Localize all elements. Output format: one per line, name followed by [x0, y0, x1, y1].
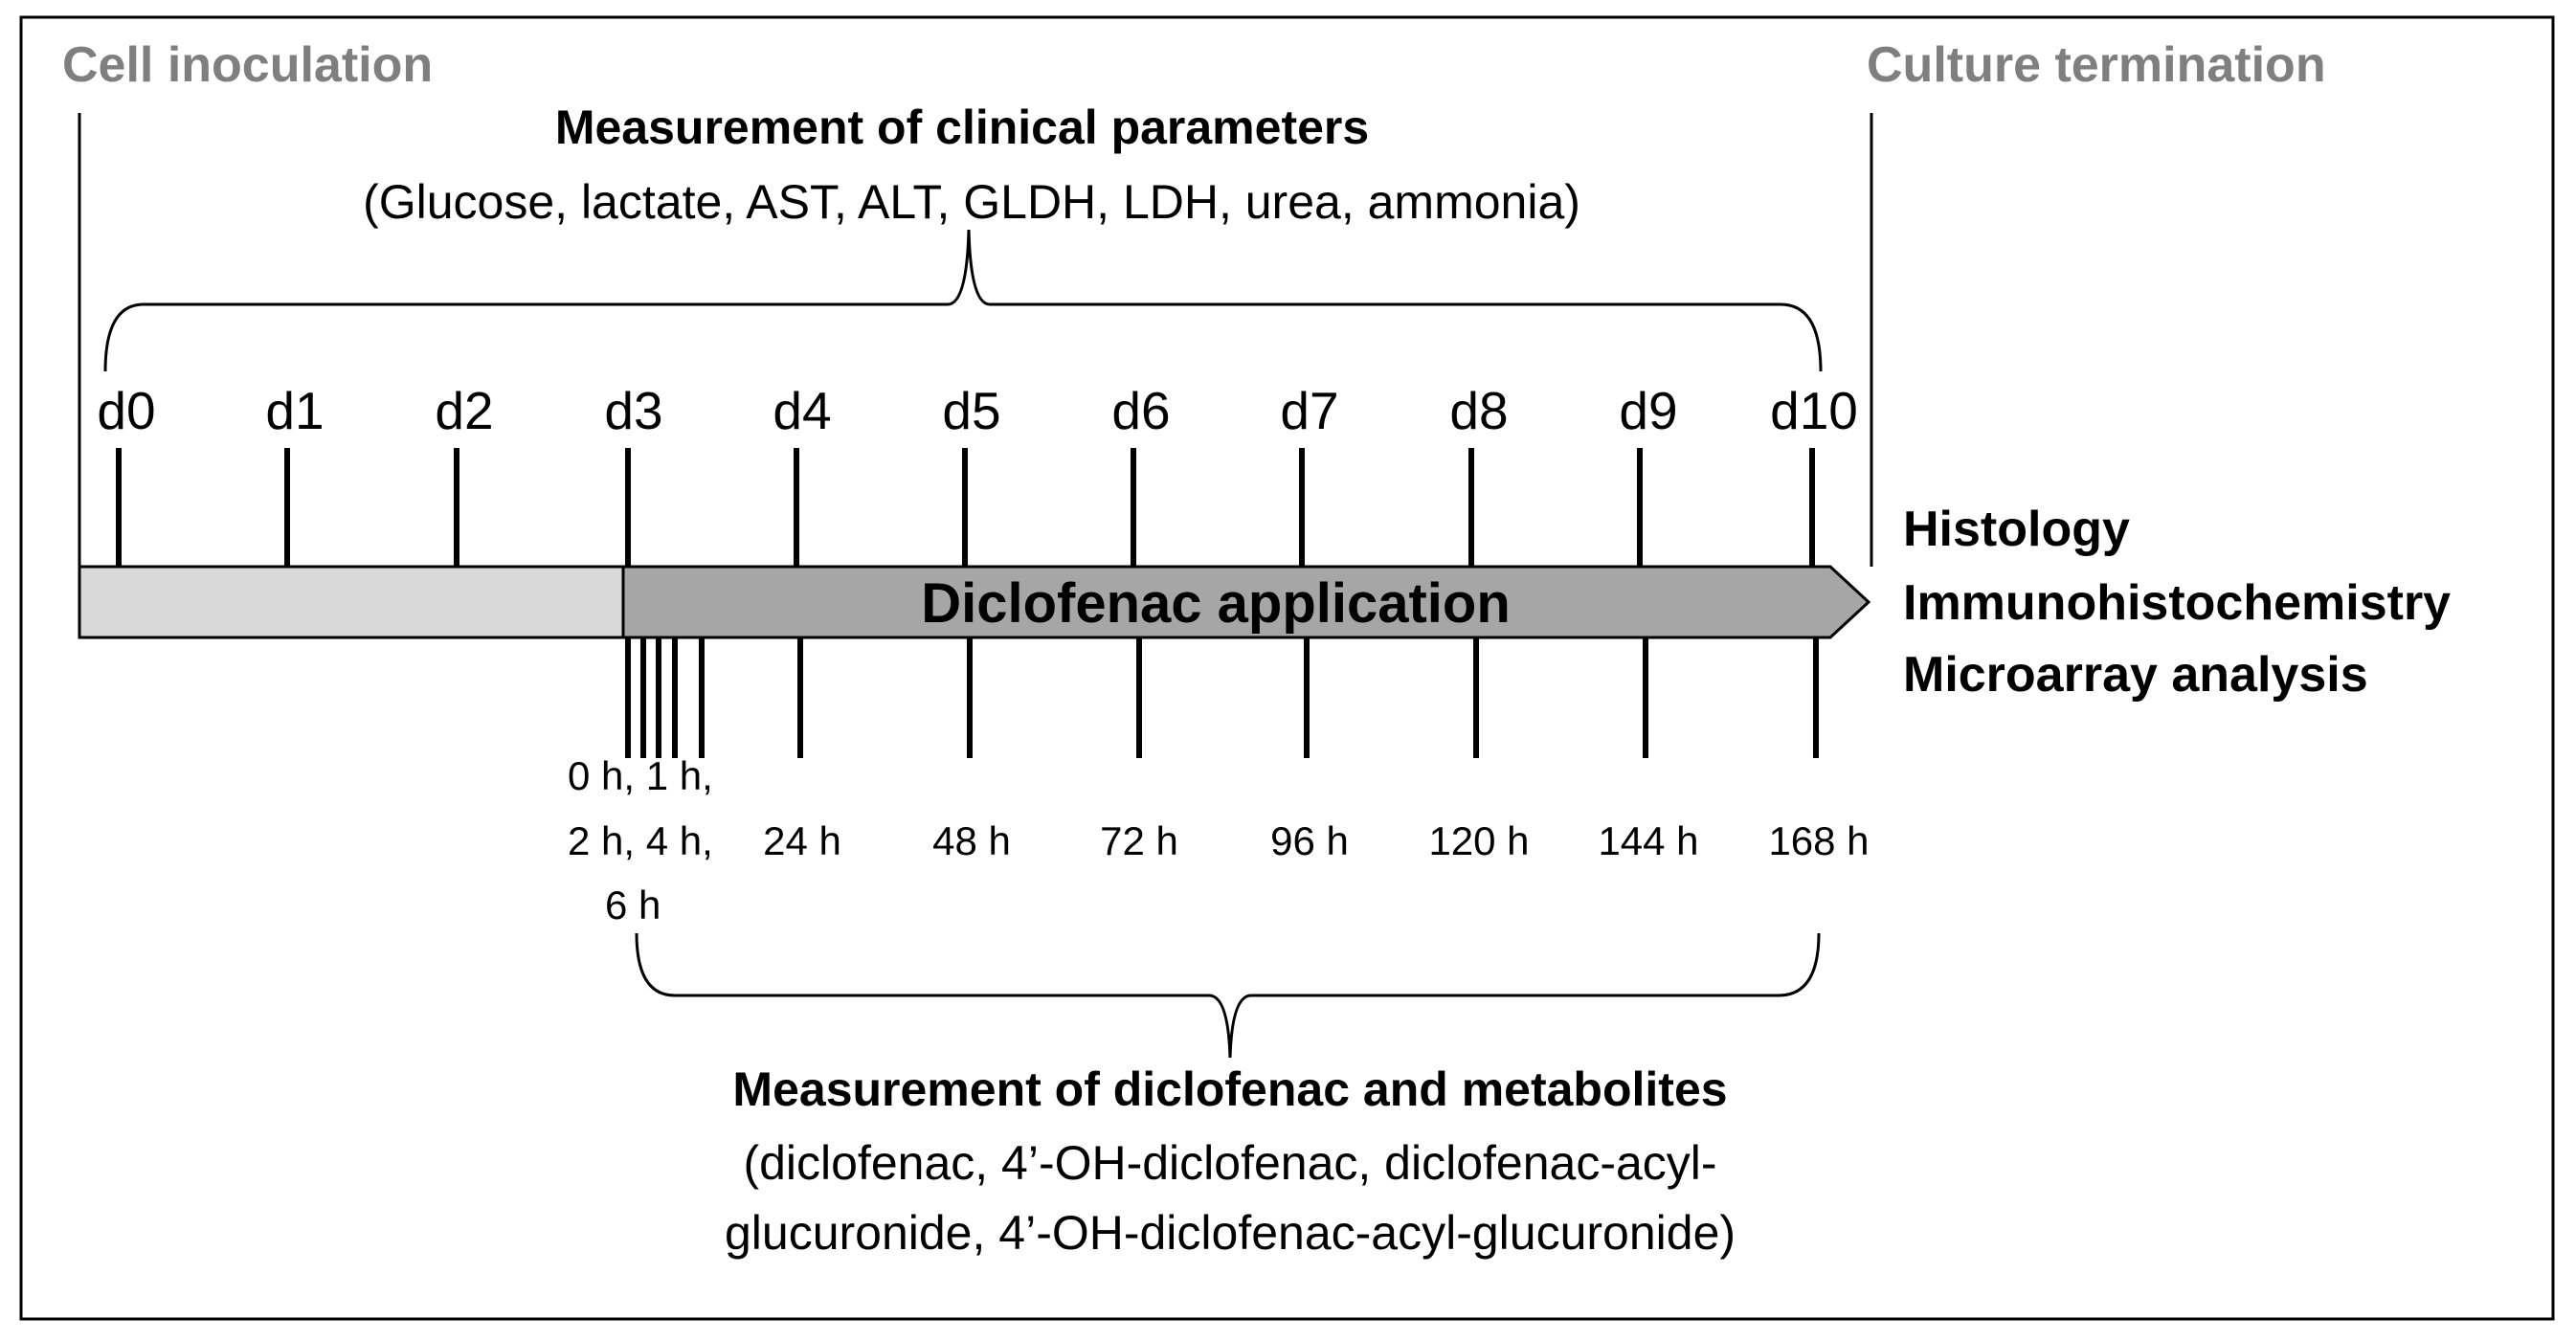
immunohistochemistry-label: Immunohistochemistry: [1903, 575, 2451, 631]
clinical-subtitle: (Glucose, lactate, AST, ALT, GLDH, LDH, …: [363, 175, 1580, 229]
day-label: d6: [1111, 381, 1170, 440]
hour-label: 96 h: [1270, 818, 1349, 863]
metabolites-brace: [635, 932, 1821, 1059]
clinical-brace: [103, 229, 1823, 372]
day-label: d9: [1619, 381, 1677, 440]
cell-inoculation-label: Cell inoculation: [62, 37, 433, 93]
day-label: d5: [942, 381, 1000, 440]
hour-label: 72 h: [1100, 818, 1178, 863]
metabolites-title: Measurement of diclofenac and metabolite…: [732, 1062, 1727, 1116]
day-label: d3: [604, 381, 662, 440]
clinical-title: Measurement of clinical parameters: [555, 101, 1369, 154]
hour-label: 24 h: [763, 818, 841, 863]
histology-label: Histology: [1903, 502, 2130, 557]
diclofenac-application-arrow: [621, 565, 1871, 639]
early-hours-line: 2 h, 4 h,: [568, 818, 713, 863]
day-labels: d0 d1 d2 d3 d4 d5 d6 d7 d8 d9 d10: [97, 381, 1857, 440]
diclofenac-application-label: Diclofenac application: [921, 572, 1511, 635]
day-label: d8: [1449, 381, 1508, 440]
sampling-ticks: [625, 637, 1819, 758]
metabolites-line: glucuronide, 4’-OH-diclofenac-acyl-glucu…: [725, 1206, 1736, 1260]
hour-labels: 0 h, 1 h, 2 h, 4 h, 6 h 24 h 48 h 72 h 9…: [568, 753, 1870, 928]
day-label: d7: [1280, 381, 1338, 440]
hour-label: 120 h: [1428, 818, 1529, 863]
culture-termination-label: Culture termination: [1867, 37, 2326, 93]
metabolites-line: (diclofenac, 4’-OH-diclofenac, diclofena…: [743, 1136, 1716, 1190]
early-hours-line: 0 h, 1 h,: [568, 753, 713, 798]
day-label: d10: [1770, 381, 1858, 440]
day-label: d1: [265, 381, 324, 440]
hour-label: 48 h: [932, 818, 1011, 863]
figure-frame: [19, 15, 2555, 1321]
day-label: d0: [97, 381, 155, 440]
hour-label: 144 h: [1598, 818, 1698, 863]
day-label: d2: [435, 381, 493, 440]
early-hours-line: 6 h: [605, 883, 661, 928]
day-label: d4: [773, 381, 831, 440]
day-ticks: [116, 448, 1815, 567]
microarray-label: Microarray analysis: [1903, 647, 2368, 703]
hour-label: 168 h: [1768, 818, 1869, 863]
pre-treatment-bar: [78, 565, 625, 639]
